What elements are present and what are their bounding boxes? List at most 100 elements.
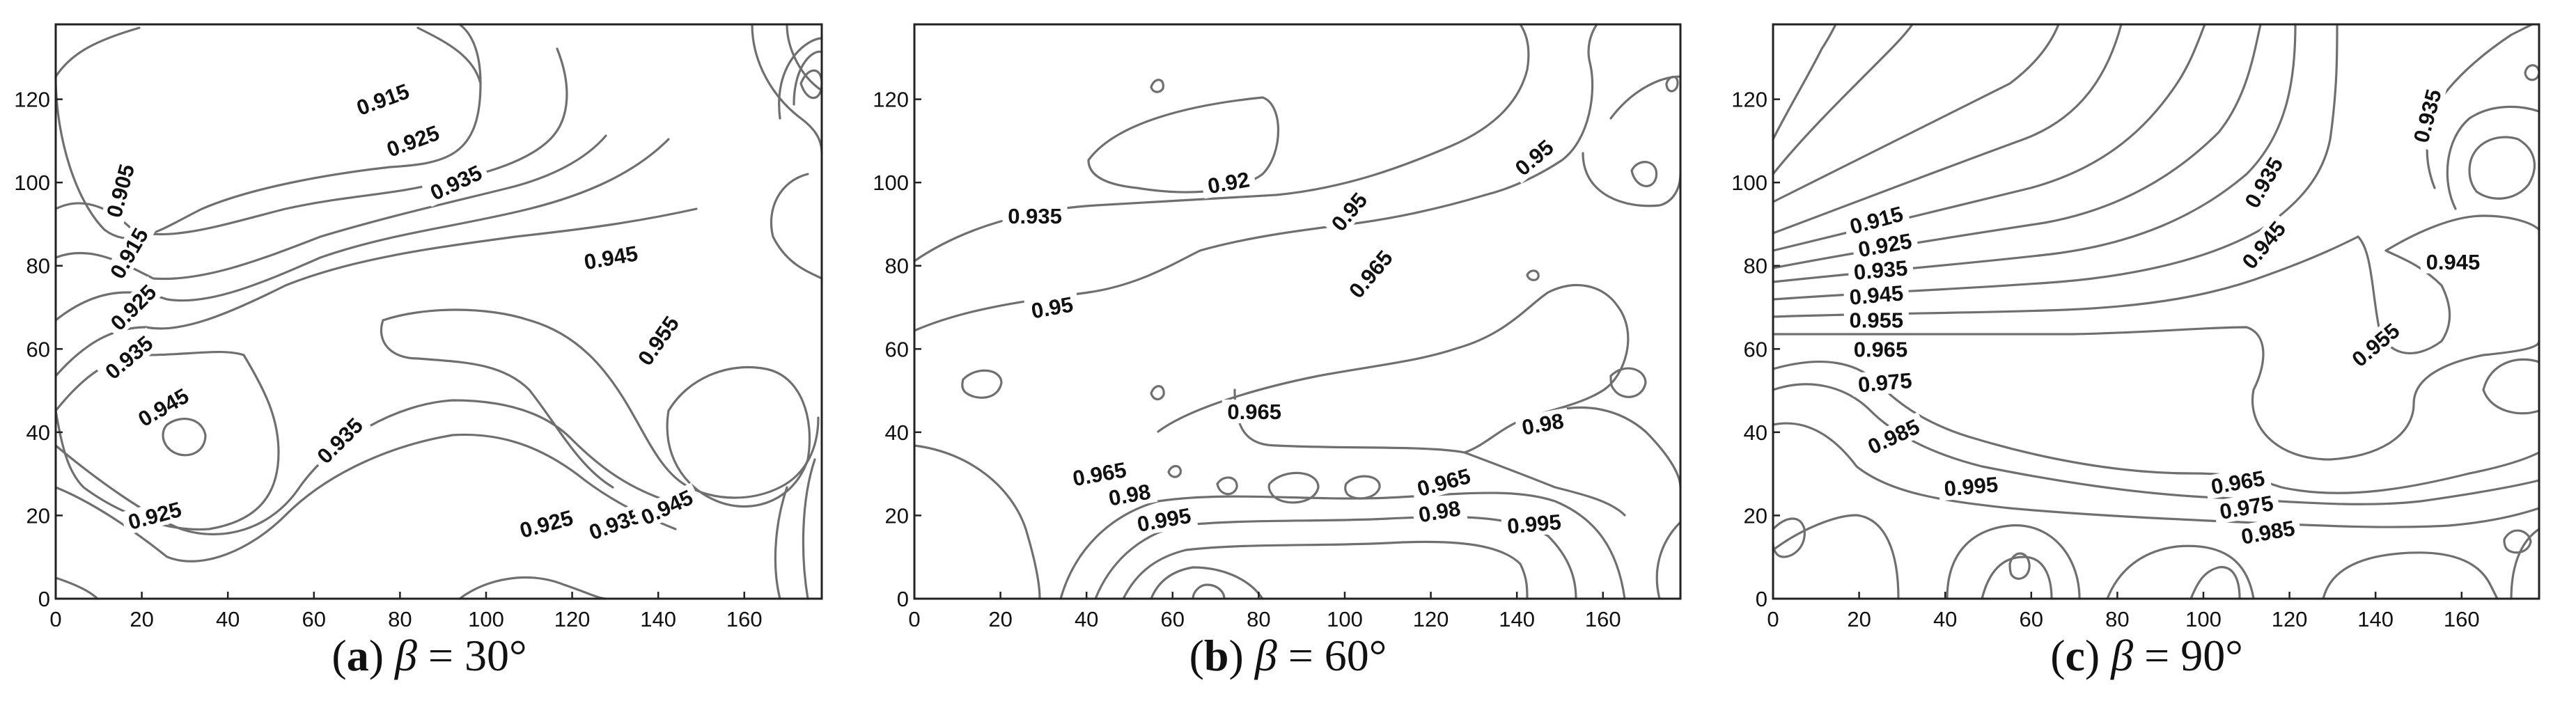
- caption-angle-b: = 60°: [1288, 631, 1387, 680]
- contour-level-label: 0.98: [1416, 496, 1462, 527]
- contour-line: [1554, 406, 1682, 489]
- contour-level-label: 0.985: [1864, 414, 1923, 459]
- contour-label-background: [1851, 368, 1919, 398]
- contour-label-background: [2233, 514, 2302, 550]
- contour-line: [778, 37, 823, 120]
- y-tick-label: 60: [1744, 337, 1767, 361]
- contour-label-background: [1024, 291, 1081, 324]
- contour-level-label-group: 0.995: [1937, 471, 2005, 501]
- contour-level-label-group: 0.945: [129, 381, 198, 434]
- caption-beta-c: β: [2111, 631, 2134, 680]
- contour-line: [1609, 75, 1682, 120]
- contour-line: [793, 50, 823, 106]
- contour-level-label-group: 0.995: [1501, 509, 1568, 539]
- contour-level-label-group: 0.945: [1843, 280, 1910, 310]
- y-tick-label: 80: [1744, 254, 1767, 278]
- caption-panel-a: (a) β = 30°: [331, 631, 527, 680]
- contour-label-background: [1850, 228, 1919, 262]
- contour-line: [162, 418, 207, 457]
- contour-line: [1772, 23, 2123, 235]
- contour-line: [1772, 383, 2540, 505]
- contour-line: [1150, 566, 1264, 600]
- caption-angle-c: = 90°: [2144, 631, 2243, 680]
- caption-panel-c: (c) β = 90°: [2050, 631, 2243, 680]
- panel-b-contour-chart: 0 20 40 60 80 100 120 140 160 0 20 40 60 80 100 120 0.9…: [873, 23, 1682, 627]
- x-tick-label: 80: [1247, 607, 1270, 627]
- x-tick-label: 80: [2105, 607, 2129, 627]
- contour-label-background: [348, 77, 418, 122]
- x-tick-label: 100: [1327, 607, 1363, 627]
- contour-line: [54, 23, 482, 239]
- contour-label-background: [1937, 471, 2005, 501]
- contour-level-label: 0.985: [2240, 516, 2297, 549]
- x-tick-label: 60: [1161, 607, 1185, 627]
- x-tick-label: 100: [2185, 607, 2222, 627]
- x-tick-label: 140: [2357, 607, 2394, 627]
- contour-level-label: 0.995: [1135, 503, 1192, 537]
- contour-label-background: [2237, 148, 2290, 217]
- contour-line: [1150, 79, 1164, 93]
- contour-level-label: 0.995: [1943, 472, 1999, 501]
- panel-a-contour-chart: 0 20 40 60 80 100 120 140 160 0 20 40 60 80 100 120 0.9…: [14, 23, 823, 627]
- contour-line: [2189, 566, 2241, 600]
- contour-line: [786, 23, 823, 92]
- contour-level-label: 0.935: [2409, 87, 2446, 145]
- contour-label-background: [378, 118, 448, 164]
- contour-level-label-group: 0.965: [1848, 337, 1913, 361]
- contour-line: [1981, 556, 2053, 600]
- contour-level-label: 0.905: [102, 162, 139, 220]
- contour-label-background: [1506, 131, 1562, 184]
- contour-line: [2008, 552, 2031, 580]
- contour-line: [1122, 540, 1529, 600]
- contour-level-label: 0.975: [1857, 368, 1913, 398]
- y-tick-label: 20: [885, 503, 909, 528]
- y-tick-label: 40: [885, 420, 909, 445]
- caption-angle-a: = 30°: [428, 631, 527, 680]
- y-tick-label: 100: [1731, 171, 1767, 195]
- x-tick-label: 120: [2272, 607, 2308, 627]
- x-tick-label: 120: [1413, 607, 1449, 627]
- contour-label-background: [2343, 315, 2408, 375]
- contour-label-background: [1411, 495, 1468, 528]
- contour-level-label: 0.965: [1854, 337, 1908, 361]
- contour-line: [54, 26, 141, 78]
- contour-line: [1582, 152, 1682, 207]
- x-tick-label: 100: [468, 607, 504, 627]
- y-tick-label: 120: [14, 88, 50, 112]
- contour-label-background: [1101, 478, 1158, 511]
- x-tick-label: 20: [1847, 607, 1871, 627]
- contour-line: [1167, 465, 1182, 478]
- contour-level-label-group: 0.935: [2407, 81, 2447, 150]
- contour-level-label-group: 0.955: [1843, 308, 1909, 332]
- contour-label-background: [1065, 456, 1134, 491]
- contour-label-background: [308, 409, 371, 472]
- y-tick-label: 60: [26, 337, 50, 361]
- contour-line: [54, 134, 607, 281]
- x-tick-label: 40: [1933, 607, 1957, 627]
- contour-line: [1772, 23, 2060, 203]
- contour-label-background: [1200, 166, 1257, 199]
- contour-line: [1772, 23, 2339, 301]
- y-tick-label: 60: [885, 337, 909, 361]
- contour-line: [382, 308, 820, 499]
- contour-line: [802, 458, 816, 600]
- contour-line: [770, 173, 823, 280]
- contour-line: [1630, 161, 1658, 187]
- contour-label-background: [1859, 411, 1928, 461]
- x-tick-label: 60: [2020, 607, 2043, 627]
- y-tick-label: 20: [1744, 503, 1767, 528]
- contour-label-background: [1002, 204, 1068, 228]
- contour-level-label: 0.995: [1506, 510, 1562, 539]
- contour-line: [1233, 388, 1626, 517]
- contour-line: [1772, 514, 1900, 600]
- caption-letter-b: b: [1203, 631, 1229, 680]
- contour-line: [1609, 367, 1647, 398]
- contour-label-background: [577, 239, 645, 275]
- contour-level-label: 0.955: [1850, 308, 1904, 332]
- contour-label-background: [1501, 509, 1568, 539]
- x-tick-label: 80: [388, 607, 412, 627]
- contour-line: [666, 365, 811, 507]
- contour-line: [2106, 544, 2255, 600]
- x-tick-label: 60: [302, 607, 326, 627]
- contour-label-background: [1843, 308, 1909, 332]
